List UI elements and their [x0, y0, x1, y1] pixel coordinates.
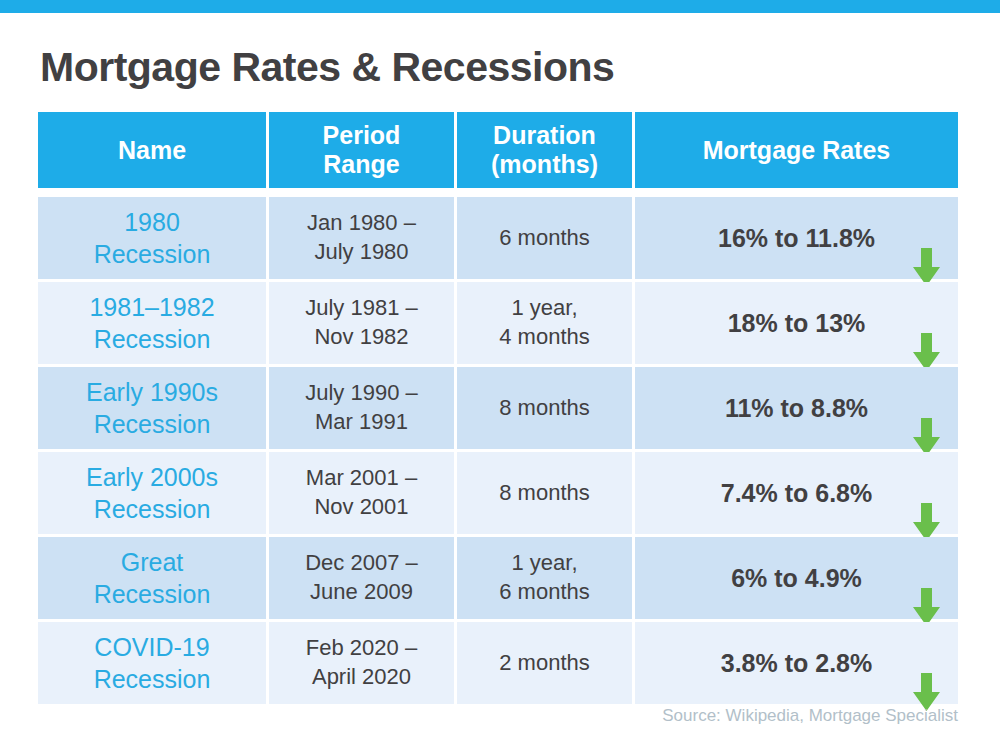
rate-change-text: 3.8% to 2.8% — [721, 649, 872, 678]
trend-down-arrow-icon — [913, 304, 940, 342]
recession-name: 1981–1982 Recession — [38, 282, 266, 364]
trend-down-arrow-icon — [913, 219, 940, 257]
recession-name: Early 2000s Recession — [38, 452, 266, 534]
recession-name: Early 1990s Recession — [38, 367, 266, 449]
column-header-duration: Duration (months) — [457, 112, 632, 188]
trend-down-arrow-icon — [913, 474, 940, 512]
mortgage-rates-cell: 6% to 4.9% — [635, 537, 958, 619]
rate-change-text: 6% to 4.9% — [731, 564, 862, 593]
period-range: Feb 2020 – April 2020 — [269, 622, 454, 704]
recession-name: Great Recession — [38, 537, 266, 619]
period-range: Jan 1980 – July 1980 — [269, 197, 454, 279]
rate-change-text: 16% to 11.8% — [718, 224, 875, 253]
mortgage-rates-cell: 18% to 13% — [635, 282, 958, 364]
period-range: Mar 2001 – Nov 2001 — [269, 452, 454, 534]
column-header-period-range: Period Range — [269, 112, 454, 188]
duration: 8 months — [457, 367, 632, 449]
duration: 2 months — [457, 622, 632, 704]
source-credit: Source: Wikipedia, Mortgage Specialist — [38, 706, 958, 726]
rate-change-text: 18% to 13% — [728, 309, 866, 338]
recessions-table: Name Period Range Duration (months) Mort… — [38, 112, 958, 704]
trend-down-arrow-icon — [913, 389, 940, 427]
duration: 1 year, 4 months — [457, 282, 632, 364]
period-range: July 1981 – Nov 1982 — [269, 282, 454, 364]
column-header-mortgage-rates: Mortgage Rates — [635, 112, 958, 188]
trend-down-arrow-icon — [913, 644, 940, 682]
duration: 6 months — [457, 197, 632, 279]
duration: 1 year, 6 months — [457, 537, 632, 619]
mortgage-rates-cell: 16% to 11.8% — [635, 197, 958, 279]
duration: 8 months — [457, 452, 632, 534]
mortgage-rates-cell: 11% to 8.8% — [635, 367, 958, 449]
recession-name: COVID-19 Recession — [38, 622, 266, 704]
mortgage-rates-cell: 3.8% to 2.8% — [635, 622, 958, 704]
rate-change-text: 11% to 8.8% — [725, 394, 868, 423]
top-accent-bar — [0, 0, 1000, 13]
mortgage-rates-cell: 7.4% to 6.8% — [635, 452, 958, 534]
rate-change-text: 7.4% to 6.8% — [721, 479, 872, 508]
period-range: Dec 2007 – June 2009 — [269, 537, 454, 619]
period-range: July 1990 – Mar 1991 — [269, 367, 454, 449]
trend-down-arrow-icon — [913, 559, 940, 597]
column-header-name: Name — [38, 112, 266, 188]
page-title: Mortgage Rates & Recessions — [40, 44, 960, 91]
recession-name: 1980 Recession — [38, 197, 266, 279]
